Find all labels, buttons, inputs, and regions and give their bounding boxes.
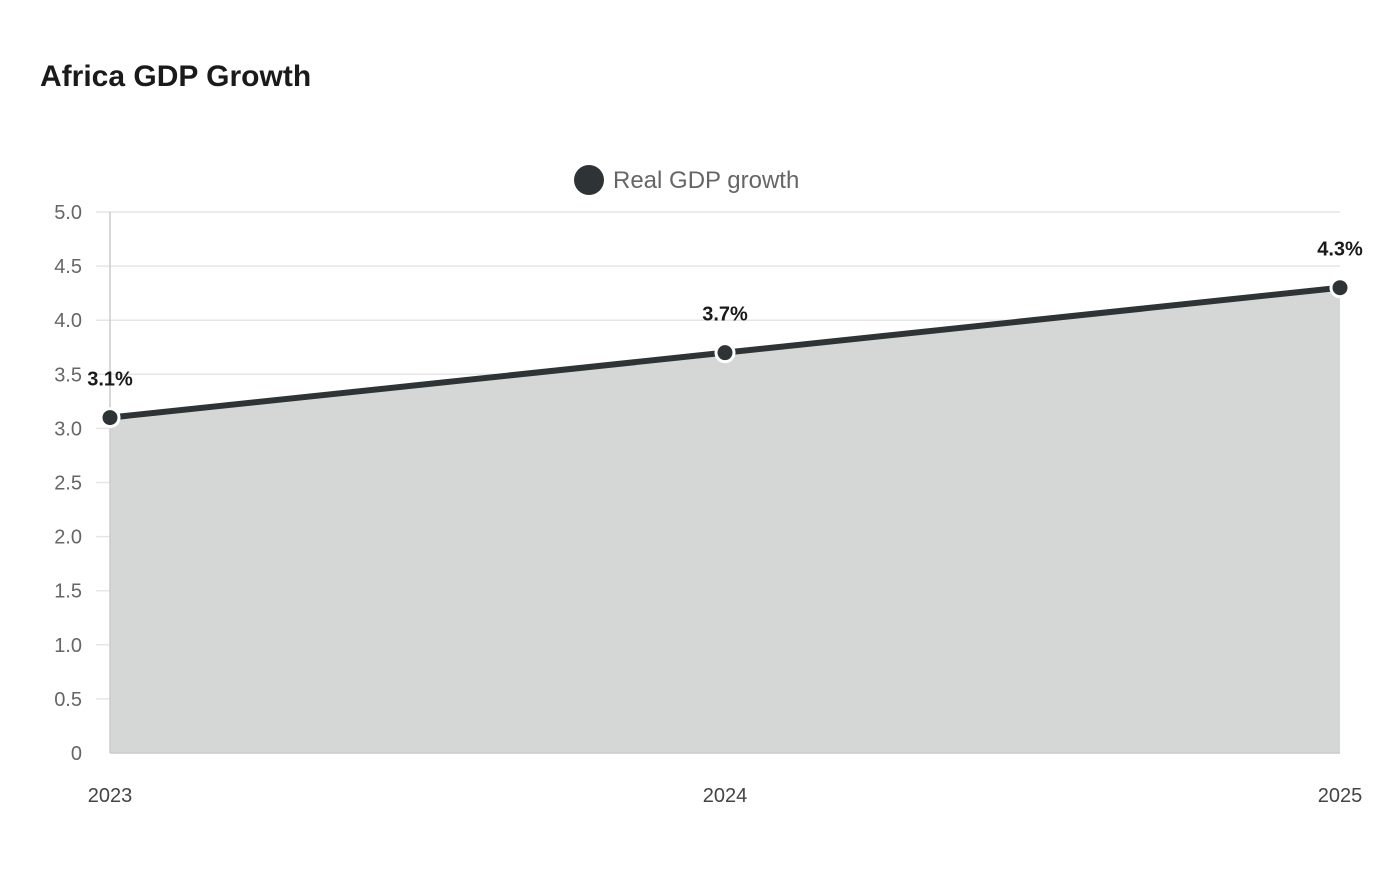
data-point[interactable]: [714, 342, 736, 364]
y-tick-label: 4.0: [54, 310, 82, 332]
legend-marker: [574, 165, 604, 195]
x-tick-label: 2023: [88, 785, 133, 807]
y-axis-ticks: 0 0.5 1.0 1.5 2.0 2.5 3.0 3.5 4.0 4.5 5.0: [54, 202, 82, 765]
y-tick-label: 3.0: [54, 418, 82, 440]
y-tick-label: 0.5: [54, 689, 82, 711]
data-label: 4.3%: [1317, 239, 1363, 261]
data-label: 3.1%: [87, 369, 133, 391]
series-points: [99, 277, 1351, 429]
y-tick-label: 1.0: [54, 635, 82, 657]
y-tick-label: 2.5: [54, 473, 82, 495]
area-fill: [110, 287, 1340, 753]
data-point[interactable]: [1329, 277, 1351, 299]
x-tick-label: 2025: [1318, 785, 1363, 807]
axes: [109, 212, 1340, 754]
data-labels: 3.1% 3.7% 4.3%: [87, 239, 1363, 391]
y-tick-label: 4.5: [54, 256, 82, 278]
data-label: 3.7%: [702, 304, 748, 326]
y-tick-label: 1.5: [54, 581, 82, 603]
chart-title: Africa GDP Growth: [40, 60, 312, 93]
y-tick-label: 5.0: [54, 202, 82, 224]
y-tick-label: 3.5: [54, 364, 82, 386]
y-tick-label: 0: [71, 743, 82, 765]
series-area: [110, 287, 1340, 753]
legend-label: Real GDP growth: [613, 167, 799, 194]
x-tick-label: 2024: [703, 785, 748, 807]
y-tick-label: 2.0: [54, 527, 82, 549]
x-axis-ticks: 2023 2024 2025: [88, 785, 1363, 807]
legend[interactable]: Real GDP growth: [574, 165, 799, 195]
data-point[interactable]: [99, 407, 121, 429]
